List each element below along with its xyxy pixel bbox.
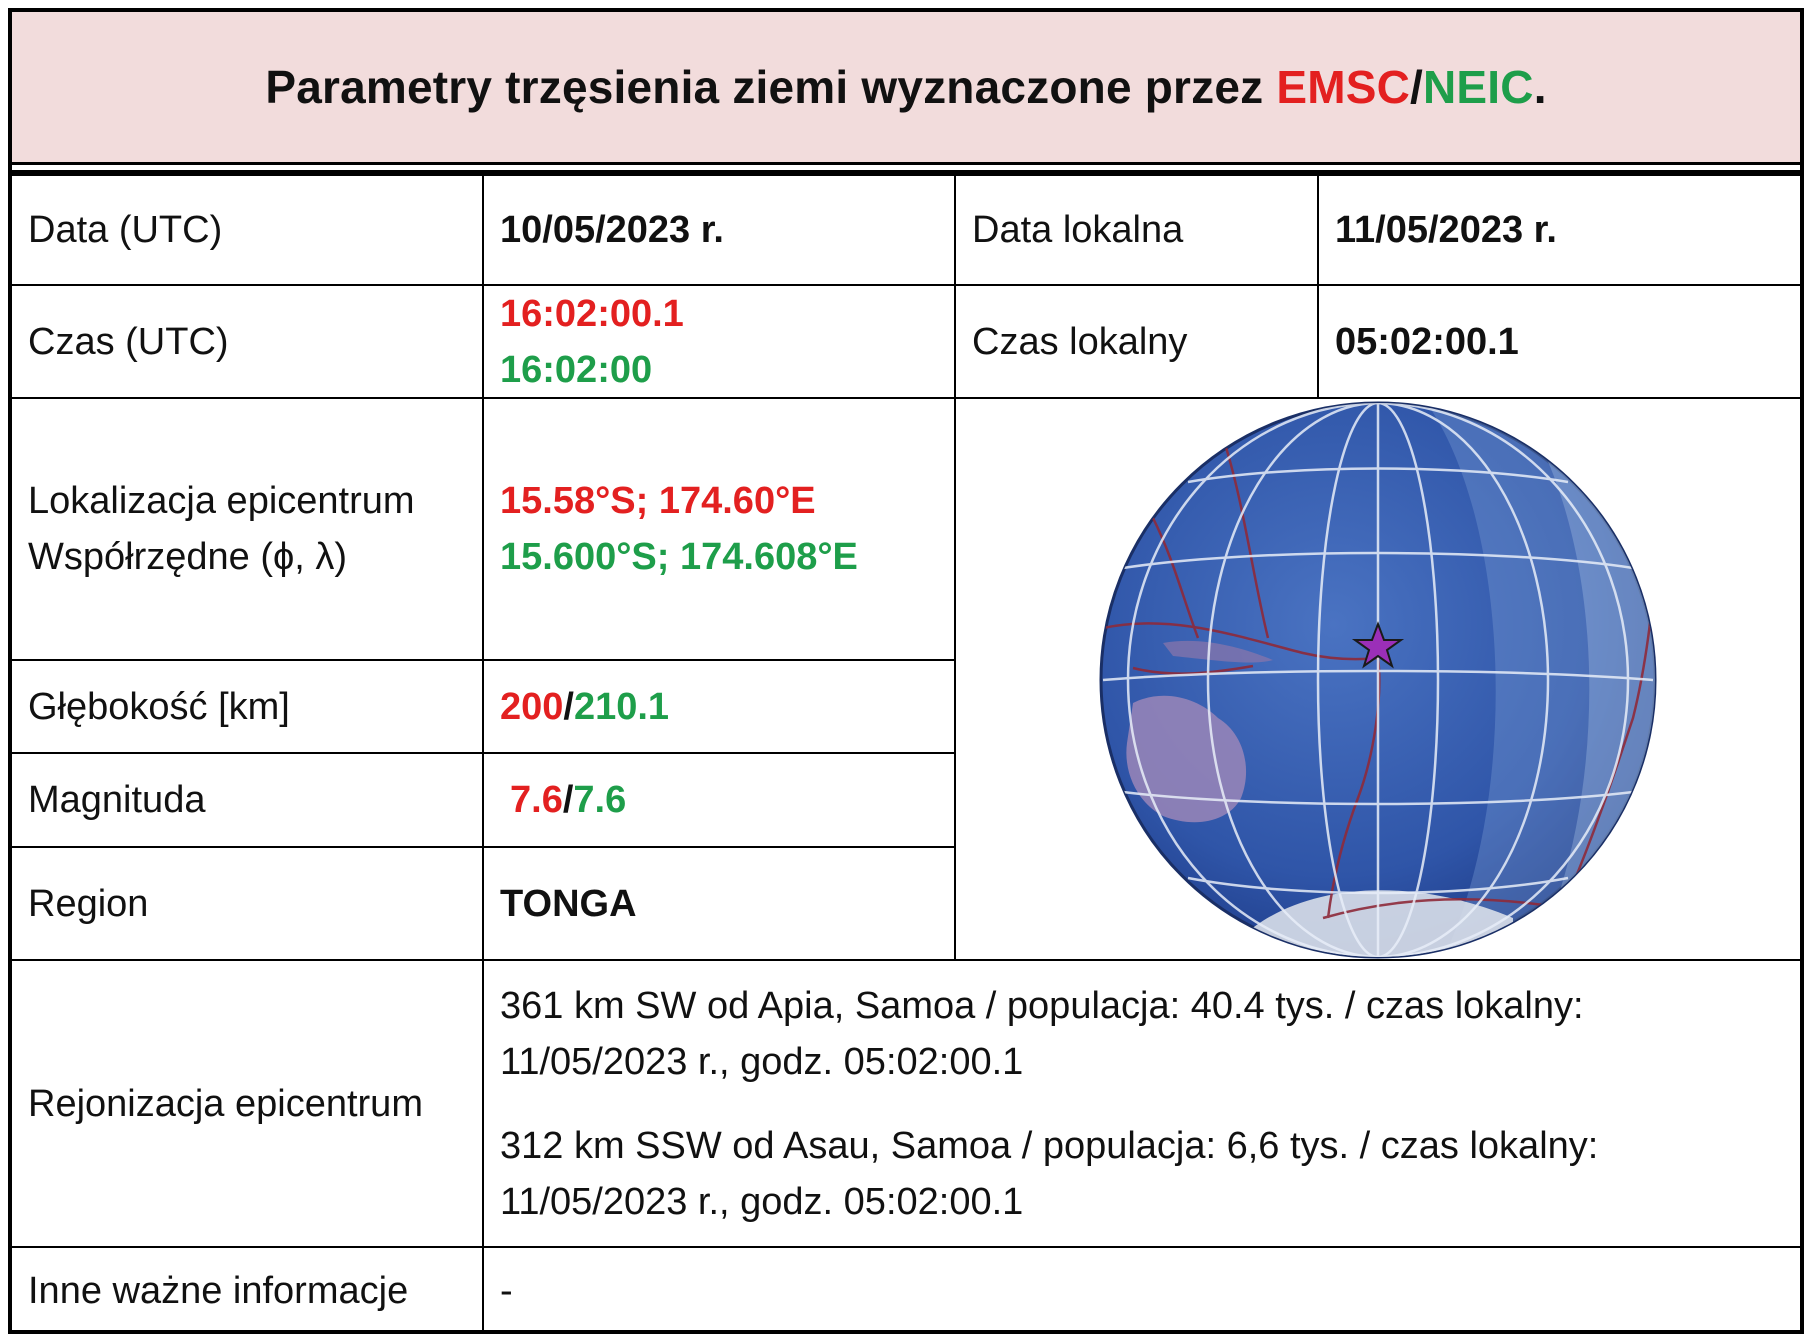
epicenter-globe	[1099, 401, 1657, 959]
agency-emsc: EMSC	[1276, 61, 1411, 113]
time-value-emsc: 16:02:00.1	[500, 292, 684, 335]
local-date-value: 11/05/2023 r.	[1335, 209, 1557, 251]
depth-value-neic: 210.1	[573, 685, 670, 728]
location-label-line1: Lokalizacja epicentrum	[28, 480, 415, 522]
regionalization-asau-line2: 11/05/2023 r., godz. 05:02:00.1	[500, 1180, 1024, 1223]
region-value: TONGA	[500, 882, 637, 925]
title-suffix: .	[1533, 61, 1547, 113]
graticule	[1102, 403, 1654, 957]
date-label: Data (UTC)	[28, 209, 223, 251]
table-header: Parametry trzęsienia ziemi wyznaczone pr…	[12, 12, 1800, 162]
header-divider-thick	[12, 170, 1800, 176]
time-label-cell: Czas (UTC)	[12, 286, 484, 399]
depth-value-emsc: 200	[500, 685, 564, 728]
date-value-cell: 10/05/2023 r.	[484, 176, 956, 286]
title-prefix: Parametry trzęsienia ziemi wyznaczone pr…	[265, 61, 1277, 113]
table-body: Data (UTC) 10/05/2023 r. Data lokalna 11…	[12, 176, 1800, 1334]
regionalization-value-cell: 361 km SW od Apia, Samoa / populacja: 40…	[484, 961, 1800, 1248]
local-date-label: Data lokalna	[972, 209, 1184, 251]
depth-value-cell: 200/210.1	[484, 661, 956, 754]
location-label-line2: Współrzędne (ϕ, λ)	[28, 536, 348, 578]
location-label-cell: Lokalizacja epicentrum Współrzędne (ϕ, λ…	[12, 399, 484, 661]
other-info-label: Inne ważne informacje	[28, 1270, 409, 1312]
australia-landmass	[1126, 695, 1247, 823]
agency-neic: NEIC	[1423, 61, 1534, 113]
other-info-label-cell: Inne ważne informacje	[12, 1248, 484, 1334]
regionalization-entry-asau: 312 km SSW od Asau, Samoa / populacja: 6…	[500, 1118, 1800, 1230]
location-value-neic: 15.600°S; 174.608°E	[500, 536, 858, 578]
region-label-cell: Region	[12, 848, 484, 961]
local-time-label-cell: Czas lokalny	[956, 286, 1319, 399]
regionalization-label: Rejonizacja epicentrum	[28, 1082, 423, 1125]
depth-label-cell: Głębokość [km]	[12, 661, 484, 754]
magnitude-label-cell: Magnituda	[12, 754, 484, 848]
regionalization-entry-apia: 361 km SW od Apia, Samoa / populacja: 40…	[500, 978, 1800, 1090]
title-separator: /	[1410, 61, 1423, 113]
other-info-value-cell: -	[484, 1248, 1800, 1334]
magnitude-value-emsc: 7.6	[510, 779, 563, 821]
local-date-value-cell: 11/05/2023 r.	[1319, 176, 1800, 286]
date-value: 10/05/2023 r.	[500, 209, 724, 251]
time-value-neic: 16:02:00	[500, 348, 653, 391]
depth-label: Głębokość [km]	[28, 685, 290, 728]
region-value-cell: TONGA	[484, 848, 956, 961]
epicenter-map-cell	[956, 399, 1800, 961]
local-date-label-cell: Data lokalna	[956, 176, 1319, 286]
depth-separator: /	[563, 685, 574, 728]
regionalization-asau-line1: 312 km SSW od Asau, Samoa / populacja: 6…	[500, 1124, 1599, 1167]
magnitude-separator: /	[562, 779, 574, 821]
regionalization-label-cell: Rejonizacja epicentrum	[12, 961, 484, 1248]
info-table: Parametry trzęsienia ziemi wyznaczone pr…	[8, 8, 1804, 1334]
local-time-value-cell: 05:02:00.1	[1319, 286, 1800, 399]
header-divider	[12, 162, 1800, 165]
time-value-cell: 16:02:00.1 16:02:00	[484, 286, 956, 399]
magnitude-value-neic: 7.6	[573, 779, 627, 821]
regionalization-apia-line2: 11/05/2023 r., godz. 05:02:00.1	[500, 1040, 1024, 1083]
local-time-label: Czas lokalny	[972, 320, 1188, 363]
local-time-value: 05:02:00.1	[1335, 320, 1519, 363]
other-info-value: -	[500, 1270, 513, 1312]
time-label: Czas (UTC)	[28, 320, 229, 363]
magnitude-value-cell: 7.6/7.6	[484, 754, 956, 848]
star-icon	[1351, 621, 1405, 669]
antarctica-landmass	[1223, 890, 1513, 957]
regionalization-apia-line1: 361 km SW od Apia, Samoa / populacja: 40…	[500, 984, 1584, 1027]
page-title: Parametry trzęsienia ziemi wyznaczone pr…	[265, 60, 1546, 114]
date-label-cell: Data (UTC)	[12, 176, 484, 286]
location-value-emsc: 15.58°S; 174.60°E	[500, 480, 816, 522]
location-value-cell: 15.58°S; 174.60°E 15.600°S; 174.608°E	[484, 399, 956, 661]
magnitude-label: Magnituda	[28, 779, 206, 821]
region-label: Region	[28, 882, 149, 925]
new-guinea-landmass	[1163, 640, 1273, 663]
